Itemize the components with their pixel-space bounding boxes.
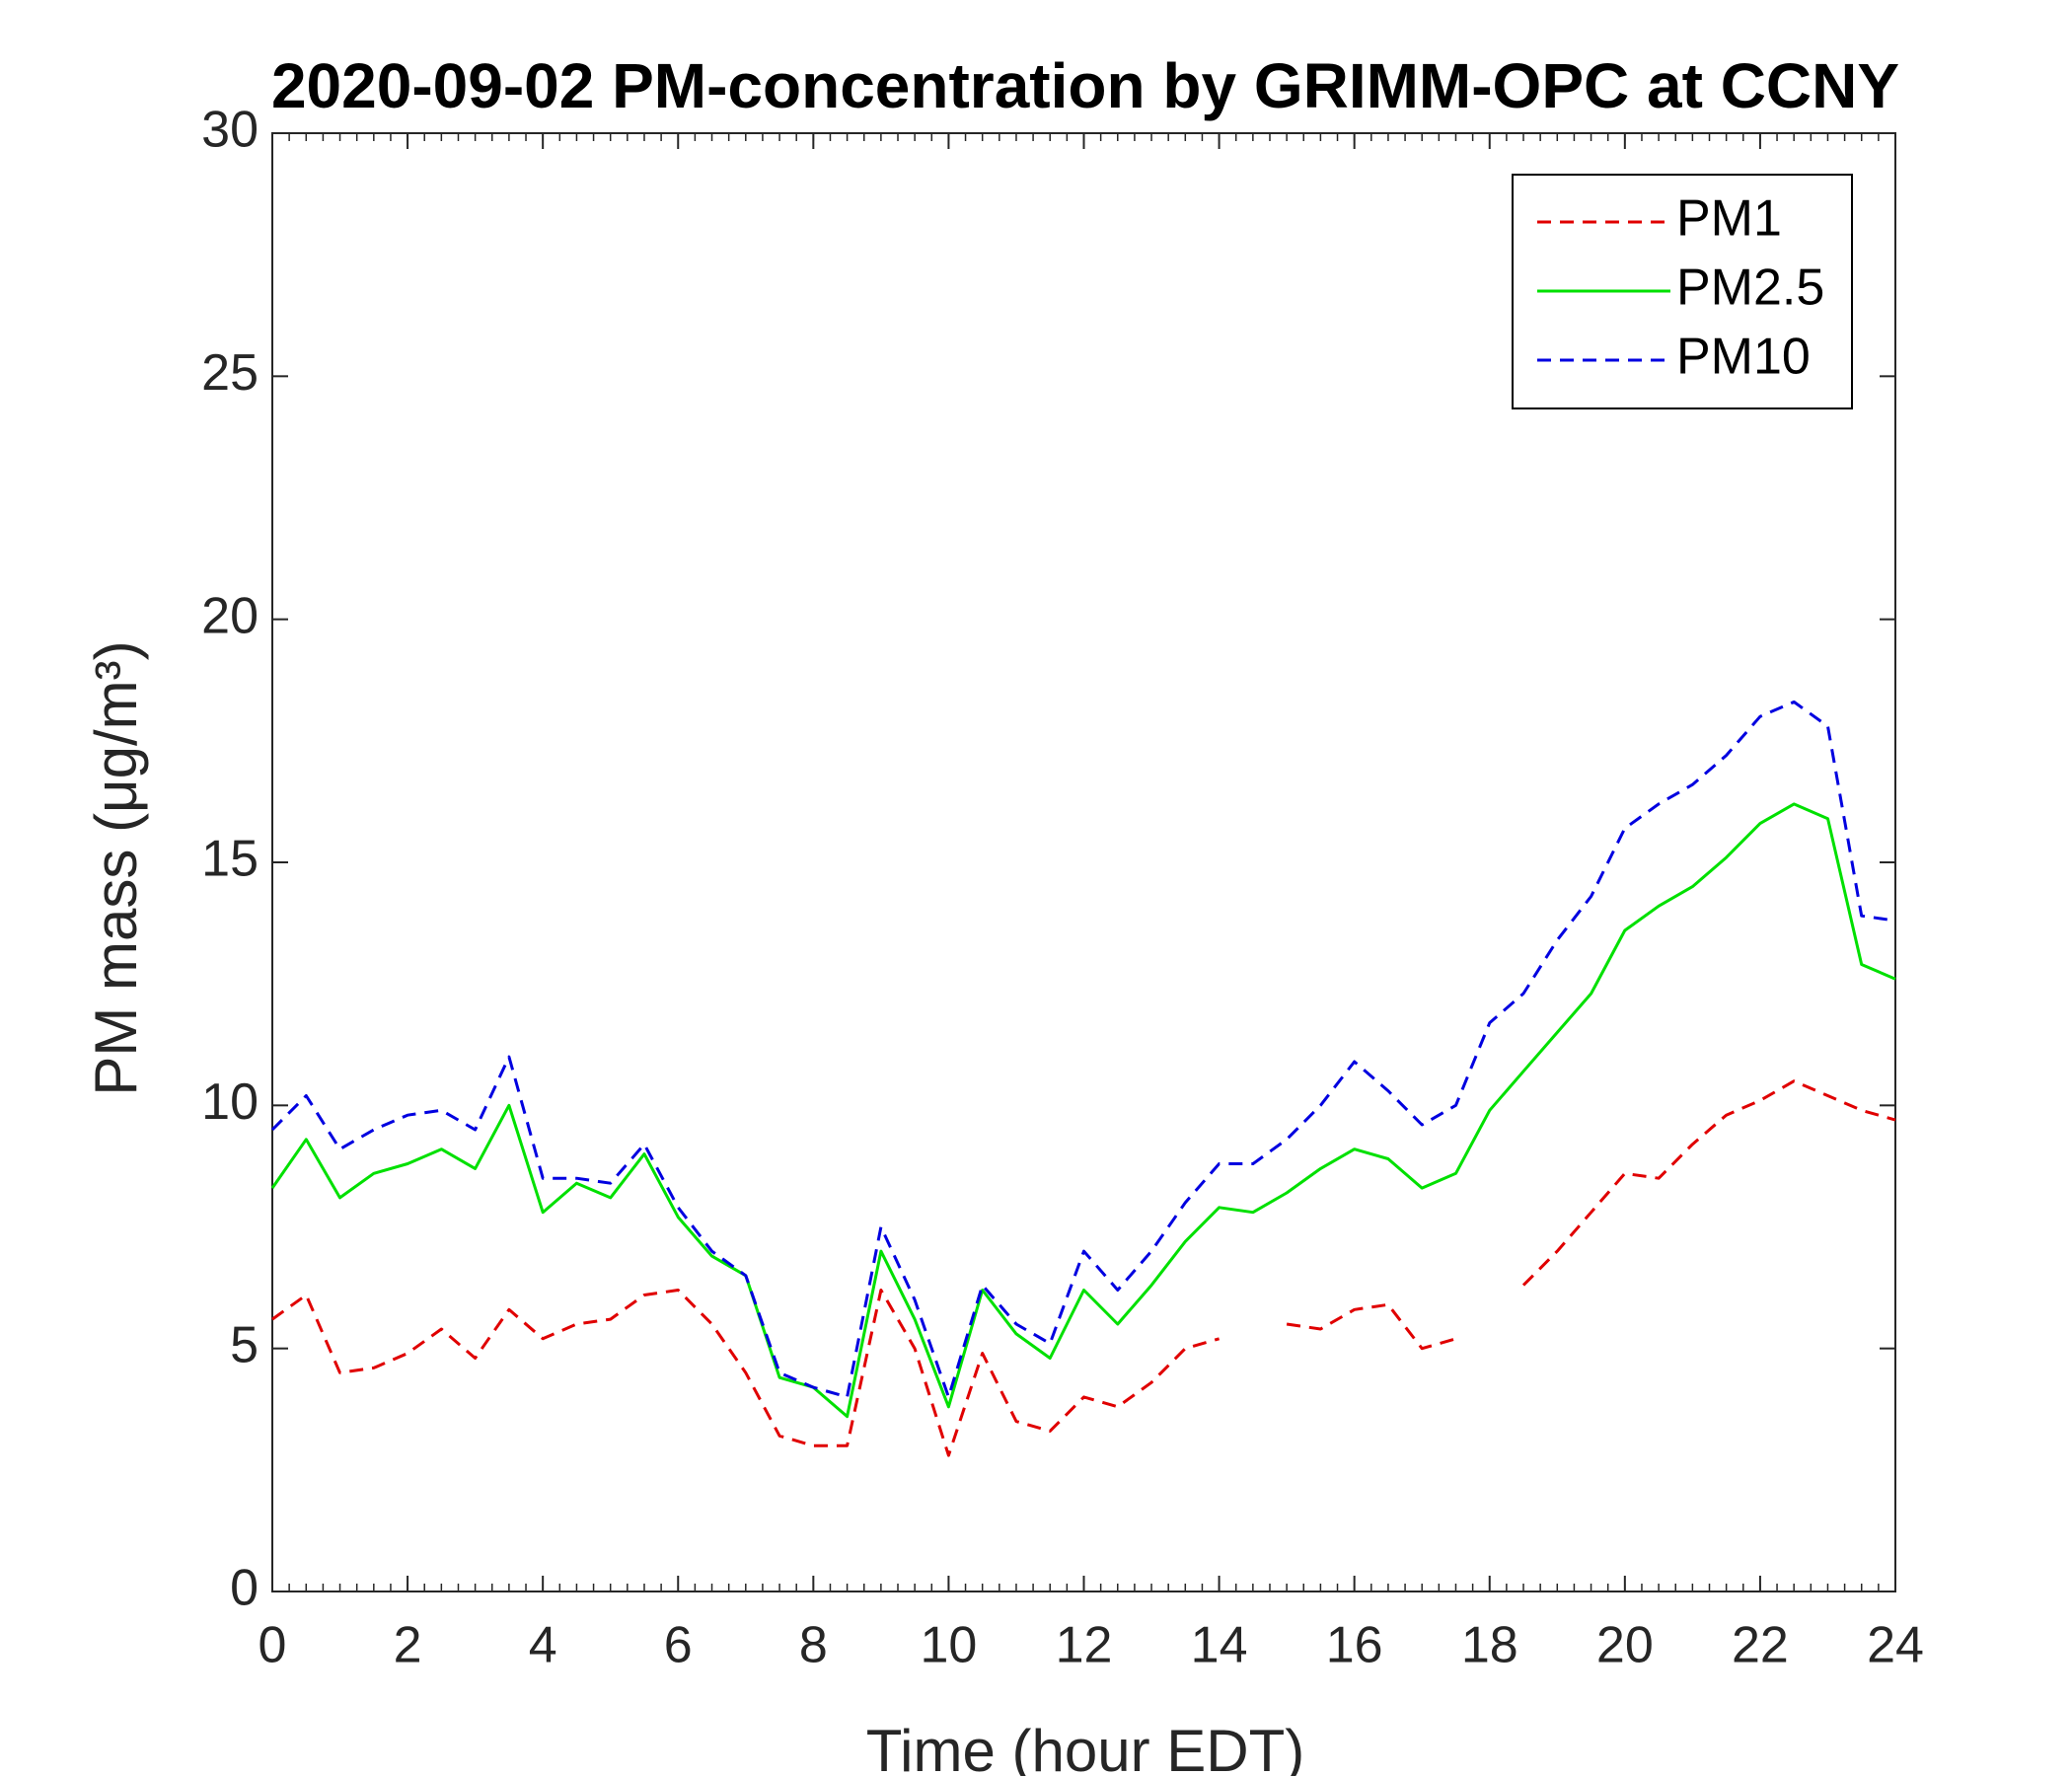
- x-axis-label: Time (hour EDT): [866, 1718, 1305, 1776]
- x-tick-label: 12: [1056, 1617, 1113, 1674]
- legend-label: PM1: [1676, 190, 1782, 248]
- y-tick-label: 0: [230, 1560, 259, 1617]
- legend-label: PM10: [1676, 329, 1811, 386]
- y-tick-label: 5: [230, 1316, 259, 1373]
- x-tick-label: 14: [1191, 1617, 1248, 1674]
- data-line: [271, 1079, 1896, 1457]
- x-tick-label: 10: [920, 1617, 977, 1674]
- data-line: [270, 700, 1896, 1399]
- chart-title: 2020-09-02 PM-concentration by GRIMM-OPC…: [271, 50, 1899, 121]
- x-tick-label: 22: [1732, 1617, 1789, 1674]
- x-tick-label: 24: [1867, 1617, 1924, 1674]
- x-tick-label: 2: [394, 1617, 422, 1674]
- y-tick-label: 15: [201, 831, 259, 888]
- y-tick-label: 20: [201, 587, 259, 644]
- x-tick-label: 8: [799, 1617, 828, 1674]
- data-line: [270, 802, 1896, 1419]
- y-tick-label: 25: [201, 344, 259, 402]
- x-tick-label: 16: [1326, 1617, 1383, 1674]
- y-tick-label: 10: [201, 1073, 259, 1131]
- x-tick-label: 0: [259, 1617, 287, 1674]
- x-tick-label: 18: [1461, 1617, 1518, 1674]
- x-tick-label: 4: [529, 1617, 557, 1674]
- x-tick-label: 20: [1596, 1617, 1654, 1674]
- x-tick-label: 6: [664, 1617, 693, 1674]
- y-axis-label: PM mass (μg/m³): [83, 640, 149, 1095]
- y-tick-label: 30: [201, 102, 259, 159]
- legend-label: PM2.5: [1676, 259, 1824, 317]
